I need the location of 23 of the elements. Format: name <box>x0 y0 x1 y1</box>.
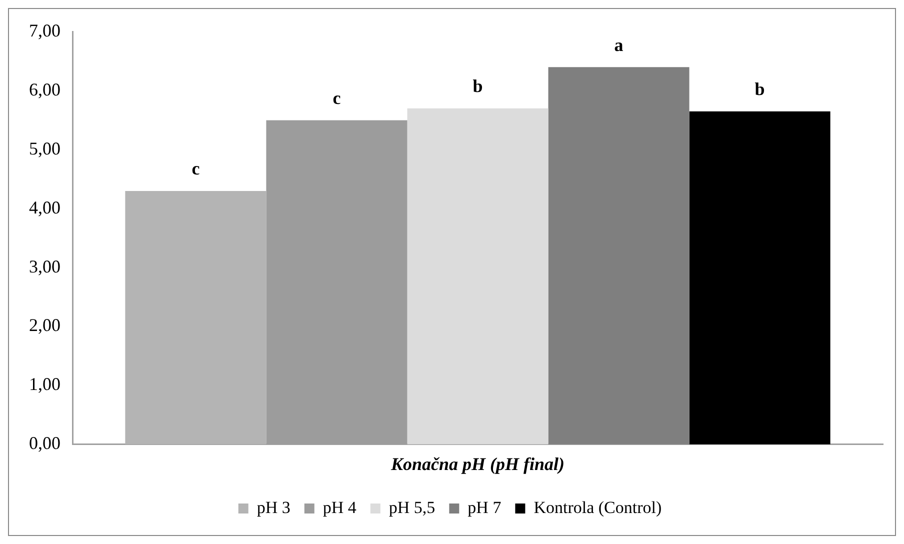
annotation: c <box>332 88 341 108</box>
bar <box>548 67 690 444</box>
annotation: b <box>754 79 765 100</box>
annotation: b <box>472 76 483 96</box>
annotation: a <box>614 34 624 55</box>
legend-label: pH 7 <box>468 498 502 517</box>
x-tick-label: Konačna pH (pH final) <box>390 454 565 474</box>
bar <box>689 111 830 444</box>
y-tick-label: 4,00 <box>29 197 60 218</box>
legend-label: Kontrola (Control) <box>534 498 662 517</box>
legend-label: pH 5,5 <box>388 498 436 517</box>
legend-label: pH 3 <box>256 498 290 517</box>
legend-label: pH 4 <box>322 498 357 517</box>
y-tick-label: 2,00 <box>29 315 60 336</box>
y-tick-label: 5,00 <box>29 138 60 158</box>
bar <box>125 190 266 444</box>
y-tick-label: 3,00 <box>29 256 60 276</box>
y-tick-label: 1,00 <box>29 374 60 394</box>
annotation: c <box>192 158 200 179</box>
y-tick-label: 6,00 <box>29 79 60 100</box>
y-tick-label: 0,00 <box>29 433 60 454</box>
y-tick-label: 7,00 <box>29 20 60 41</box>
bar <box>407 108 548 444</box>
